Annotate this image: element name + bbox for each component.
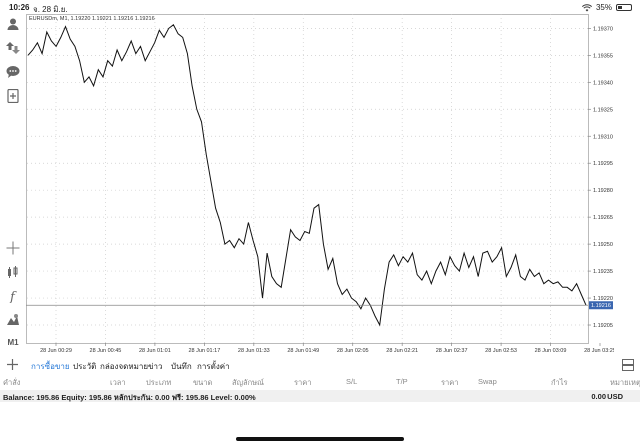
balance-row: Balance: 195.86 Equity: 195.86 หลักประกั… bbox=[0, 390, 640, 402]
wifi-icon bbox=[581, 3, 592, 11]
price-label: 1.19355 bbox=[593, 53, 613, 59]
time-label: 28 Jun 01:49 bbox=[287, 348, 319, 354]
time-label: 28 Jun 01:33 bbox=[238, 348, 270, 354]
price-label: 1.19280 bbox=[593, 188, 613, 194]
time-label: 28 Jun 03:09 bbox=[535, 348, 567, 354]
time-label: 28 Jun 01:17 bbox=[188, 348, 220, 354]
balance-profit: 0.00 bbox=[591, 392, 606, 401]
time-label: 28 Jun 03:25 bbox=[584, 348, 614, 354]
price-label: 1.19250 bbox=[593, 242, 613, 248]
tab-journal[interactable]: บันทึก bbox=[171, 362, 192, 371]
price-label: 1.19340 bbox=[593, 80, 613, 86]
col-sl: S/L bbox=[346, 377, 358, 386]
status-date: จ. 28 มิ.ย. bbox=[33, 5, 68, 14]
home-indicator[interactable] bbox=[236, 437, 404, 441]
svg-text:f: f bbox=[9, 290, 17, 303]
time-label: 28 Jun 00:45 bbox=[90, 348, 122, 354]
balance-currency: USD bbox=[607, 392, 623, 401]
timeframe-button[interactable]: M1 bbox=[7, 337, 19, 347]
layout-toggle-icon[interactable] bbox=[622, 359, 634, 371]
col-symbol: สัญลักษณ์ bbox=[232, 378, 265, 387]
current-price-tag bbox=[589, 301, 613, 310]
price-series-line bbox=[27, 24, 587, 327]
time-label: 28 Jun 02:37 bbox=[436, 348, 468, 354]
left-toolbar: f M1 bbox=[0, 14, 26, 354]
add-icon[interactable] bbox=[7, 359, 18, 370]
price-label: 1.19370 bbox=[593, 26, 613, 32]
price-label: 1.19295 bbox=[593, 161, 613, 167]
tab-history[interactable]: ประวัติ bbox=[73, 362, 97, 371]
tab-trade[interactable]: การซื้อขาย bbox=[31, 362, 70, 371]
chat-icon[interactable] bbox=[5, 64, 21, 80]
status-time: 10:26 bbox=[9, 3, 30, 12]
col-comment: หมายเหตุ bbox=[610, 378, 640, 387]
col-price: ราคา bbox=[294, 378, 312, 387]
time-label: 28 Jun 02:05 bbox=[337, 348, 369, 354]
col-tp: T/P bbox=[396, 377, 408, 386]
price-label: 1.19325 bbox=[593, 107, 613, 113]
bottom-tabs: การซื้อขาย ประวัติ กล่องจดหมาย ข่าว บันท… bbox=[0, 356, 640, 374]
crosshair-icon[interactable] bbox=[5, 240, 21, 256]
battery-icon bbox=[616, 4, 632, 11]
status-bar: 10:26 จ. 28 มิ.ย. 35% bbox=[0, 0, 640, 14]
balance-text: Balance: 195.86 Equity: 195.86 หลักประกั… bbox=[3, 393, 256, 402]
time-label: 28 Jun 02:53 bbox=[485, 348, 517, 354]
orders-table-header: คำสั่ง เวลา ประเภท ขนาด สัญลักษณ์ ราคา S… bbox=[0, 374, 640, 390]
col-time: เวลา bbox=[110, 378, 126, 387]
time-label: 28 Jun 00:29 bbox=[40, 348, 72, 354]
chart-border bbox=[26, 14, 589, 344]
col-profit: กำไร bbox=[551, 378, 568, 387]
time-label: 28 Jun 02:21 bbox=[386, 348, 418, 354]
current-price-label: 1.19216 bbox=[591, 303, 611, 309]
col-volume: ขนาด bbox=[193, 378, 213, 387]
col-swap: Swap bbox=[478, 377, 497, 386]
new-order-icon[interactable] bbox=[5, 88, 21, 104]
account-icon[interactable] bbox=[5, 16, 21, 32]
indicators-icon[interactable] bbox=[5, 264, 21, 280]
col-order: คำสั่ง bbox=[3, 378, 21, 387]
price-label: 1.19265 bbox=[593, 215, 613, 221]
trade-icon[interactable] bbox=[5, 40, 21, 56]
status-right: 35% bbox=[581, 3, 632, 12]
tab-news[interactable]: ข่าว bbox=[148, 362, 163, 371]
objects-icon[interactable] bbox=[5, 312, 21, 328]
price-chart[interactable]: 1.19370 1.19355 1.19340 1.19325 1.19310 1.192… bbox=[26, 14, 614, 356]
price-label: 1.19205 bbox=[593, 323, 613, 329]
function-icon[interactable]: f bbox=[5, 288, 21, 304]
tab-mailbox[interactable]: กล่องจดหมาย bbox=[100, 362, 149, 371]
symbol-info: EURUSDm, M1, 1.19220 1.19221 1.19216 1.1… bbox=[29, 16, 155, 22]
tab-settings[interactable]: การตั้งค่า bbox=[197, 362, 230, 371]
col-type: ประเภท bbox=[146, 378, 172, 387]
battery-percent: 35% bbox=[595, 3, 612, 12]
price-label: 1.19235 bbox=[593, 269, 613, 275]
price-label: 1.19310 bbox=[593, 134, 613, 140]
col-price-current: ราคา bbox=[441, 378, 459, 387]
time-label: 28 Jun 01:01 bbox=[139, 348, 171, 354]
price-label: 1.19220 bbox=[593, 296, 613, 302]
